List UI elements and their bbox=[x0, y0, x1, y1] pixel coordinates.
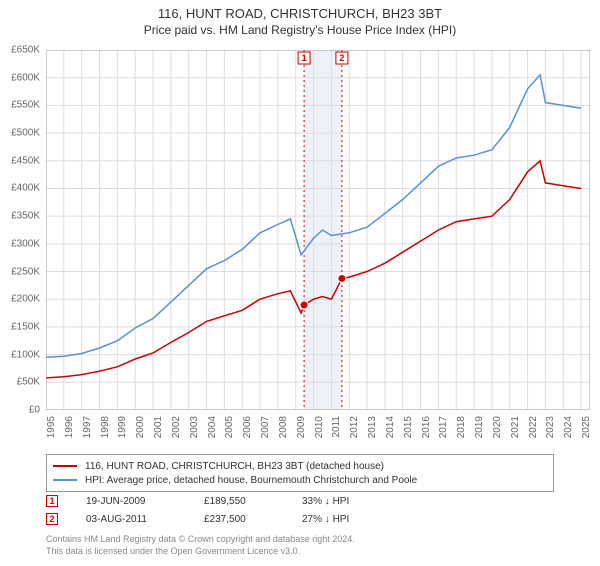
legend: 116, HUNT ROAD, CHRISTCHURCH, BH23 3BT (… bbox=[46, 454, 554, 492]
license-text: Contains HM Land Registry data © Crown c… bbox=[46, 534, 355, 557]
chart-container: 116, HUNT ROAD, CHRISTCHURCH, BH23 3BT P… bbox=[0, 6, 600, 566]
sale-date: 19-JUN-2009 bbox=[86, 496, 176, 507]
y-axis: £0£50K£100K£150K£200K£250K£300K£350K£400… bbox=[0, 50, 44, 410]
legend-swatch-property bbox=[53, 465, 77, 467]
license-line1: Contains HM Land Registry data © Crown c… bbox=[46, 534, 355, 546]
legend-label-hpi: HPI: Average price, detached house, Bour… bbox=[85, 475, 417, 486]
legend-swatch-hpi bbox=[53, 479, 77, 481]
chart-subtitle: Price paid vs. HM Land Registry's House … bbox=[0, 23, 600, 37]
x-axis: 1995199619971998199920002001200220032004… bbox=[46, 412, 590, 452]
plot-area: 12 bbox=[46, 50, 590, 410]
sale-vs-hpi: 33% ↓ HPI bbox=[302, 496, 349, 507]
sales-row: 2 03-AUG-2011 £237,500 27% ↓ HPI bbox=[46, 510, 349, 528]
legend-label-property: 116, HUNT ROAD, CHRISTCHURCH, BH23 3BT (… bbox=[85, 461, 384, 472]
sale-price: £189,550 bbox=[204, 496, 274, 507]
legend-item-property: 116, HUNT ROAD, CHRISTCHURCH, BH23 3BT (… bbox=[53, 459, 547, 473]
chart-svg: 12 bbox=[46, 50, 590, 410]
license-line2: This data is licensed under the Open Gov… bbox=[46, 546, 355, 558]
sale-marker-1: 1 bbox=[46, 495, 58, 507]
sale-price: £237,500 bbox=[204, 514, 274, 525]
chart-title: 116, HUNT ROAD, CHRISTCHURCH, BH23 3BT bbox=[0, 6, 600, 21]
legend-item-hpi: HPI: Average price, detached house, Bour… bbox=[53, 473, 547, 487]
sales-row: 1 19-JUN-2009 £189,550 33% ↓ HPI bbox=[46, 492, 349, 510]
svg-text:1: 1 bbox=[302, 53, 307, 63]
svg-text:2: 2 bbox=[339, 53, 344, 63]
sales-table: 1 19-JUN-2009 £189,550 33% ↓ HPI 2 03-AU… bbox=[46, 492, 349, 528]
sale-marker-2: 2 bbox=[46, 513, 58, 525]
sale-vs-hpi: 27% ↓ HPI bbox=[302, 514, 349, 525]
sale-date: 03-AUG-2011 bbox=[86, 514, 176, 525]
